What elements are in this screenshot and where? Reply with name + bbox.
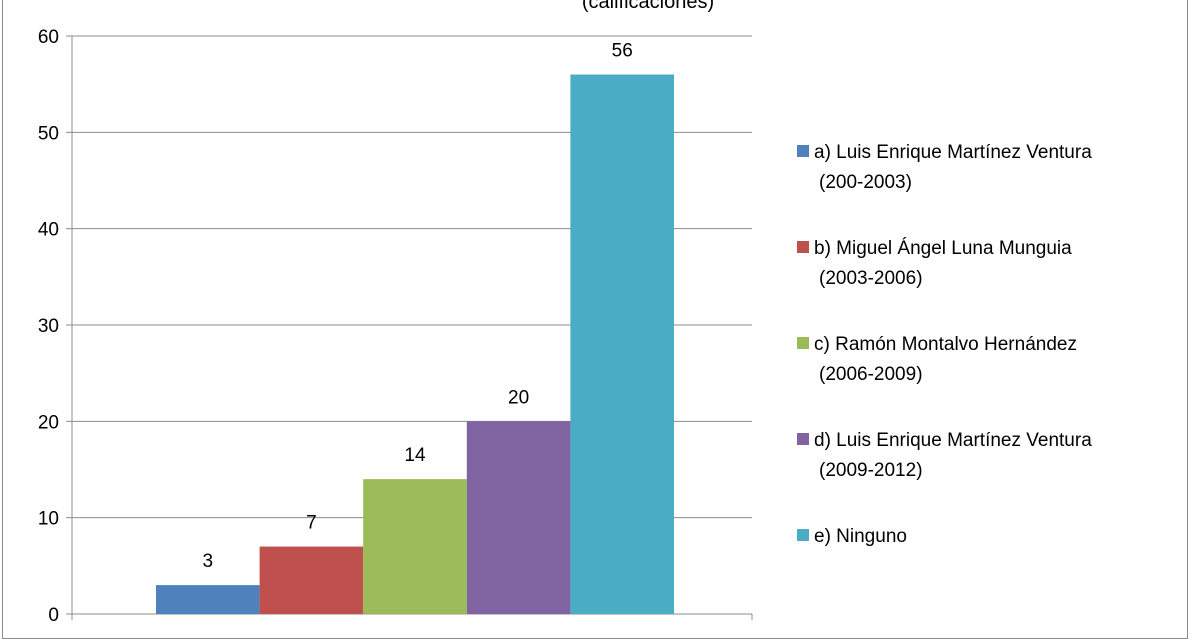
data-label: 20 xyxy=(508,387,529,408)
bar-c xyxy=(363,479,467,614)
data-label: 14 xyxy=(404,445,426,466)
y-tick-label: 60 xyxy=(38,27,59,48)
legend-label-line2: (2003-2006) xyxy=(819,268,923,289)
y-tick-label: 20 xyxy=(38,412,59,433)
legend-label-line2: (2009-2012) xyxy=(819,460,923,481)
legend-label: d) Luis Enrique Martínez Ventura xyxy=(814,430,1092,451)
legend-label: a) Luis Enrique Martínez Ventura xyxy=(814,142,1092,163)
y-tick-label: 30 xyxy=(38,316,59,337)
legend-label-line2: (2006-2009) xyxy=(819,364,923,385)
y-tick-label: 40 xyxy=(38,220,59,241)
y-tick-label: 0 xyxy=(48,605,59,626)
legend-swatch xyxy=(797,337,809,349)
legend-label-line2: (200-2003) xyxy=(819,172,912,193)
legend-label: e) Ninguno xyxy=(814,526,907,547)
bar-a xyxy=(156,585,260,614)
data-label: 3 xyxy=(203,551,214,572)
bar-b xyxy=(259,546,364,614)
chart-title: (calificaciones) xyxy=(582,0,714,13)
legend-swatch xyxy=(797,529,809,541)
y-tick-label: 50 xyxy=(38,123,59,144)
bar-d xyxy=(466,421,571,614)
data-label: 7 xyxy=(306,513,317,534)
legend-label: c) Ramón Montalvo Hernández xyxy=(814,334,1077,355)
y-tick-label: 10 xyxy=(38,509,59,530)
bar-e xyxy=(570,74,674,615)
legend-swatch xyxy=(797,145,809,157)
legend-swatch xyxy=(797,433,809,445)
data-label: 56 xyxy=(612,41,633,62)
legend-swatch xyxy=(797,241,809,253)
legend-label: b) Miguel Ángel Luna Munguia xyxy=(814,238,1072,259)
